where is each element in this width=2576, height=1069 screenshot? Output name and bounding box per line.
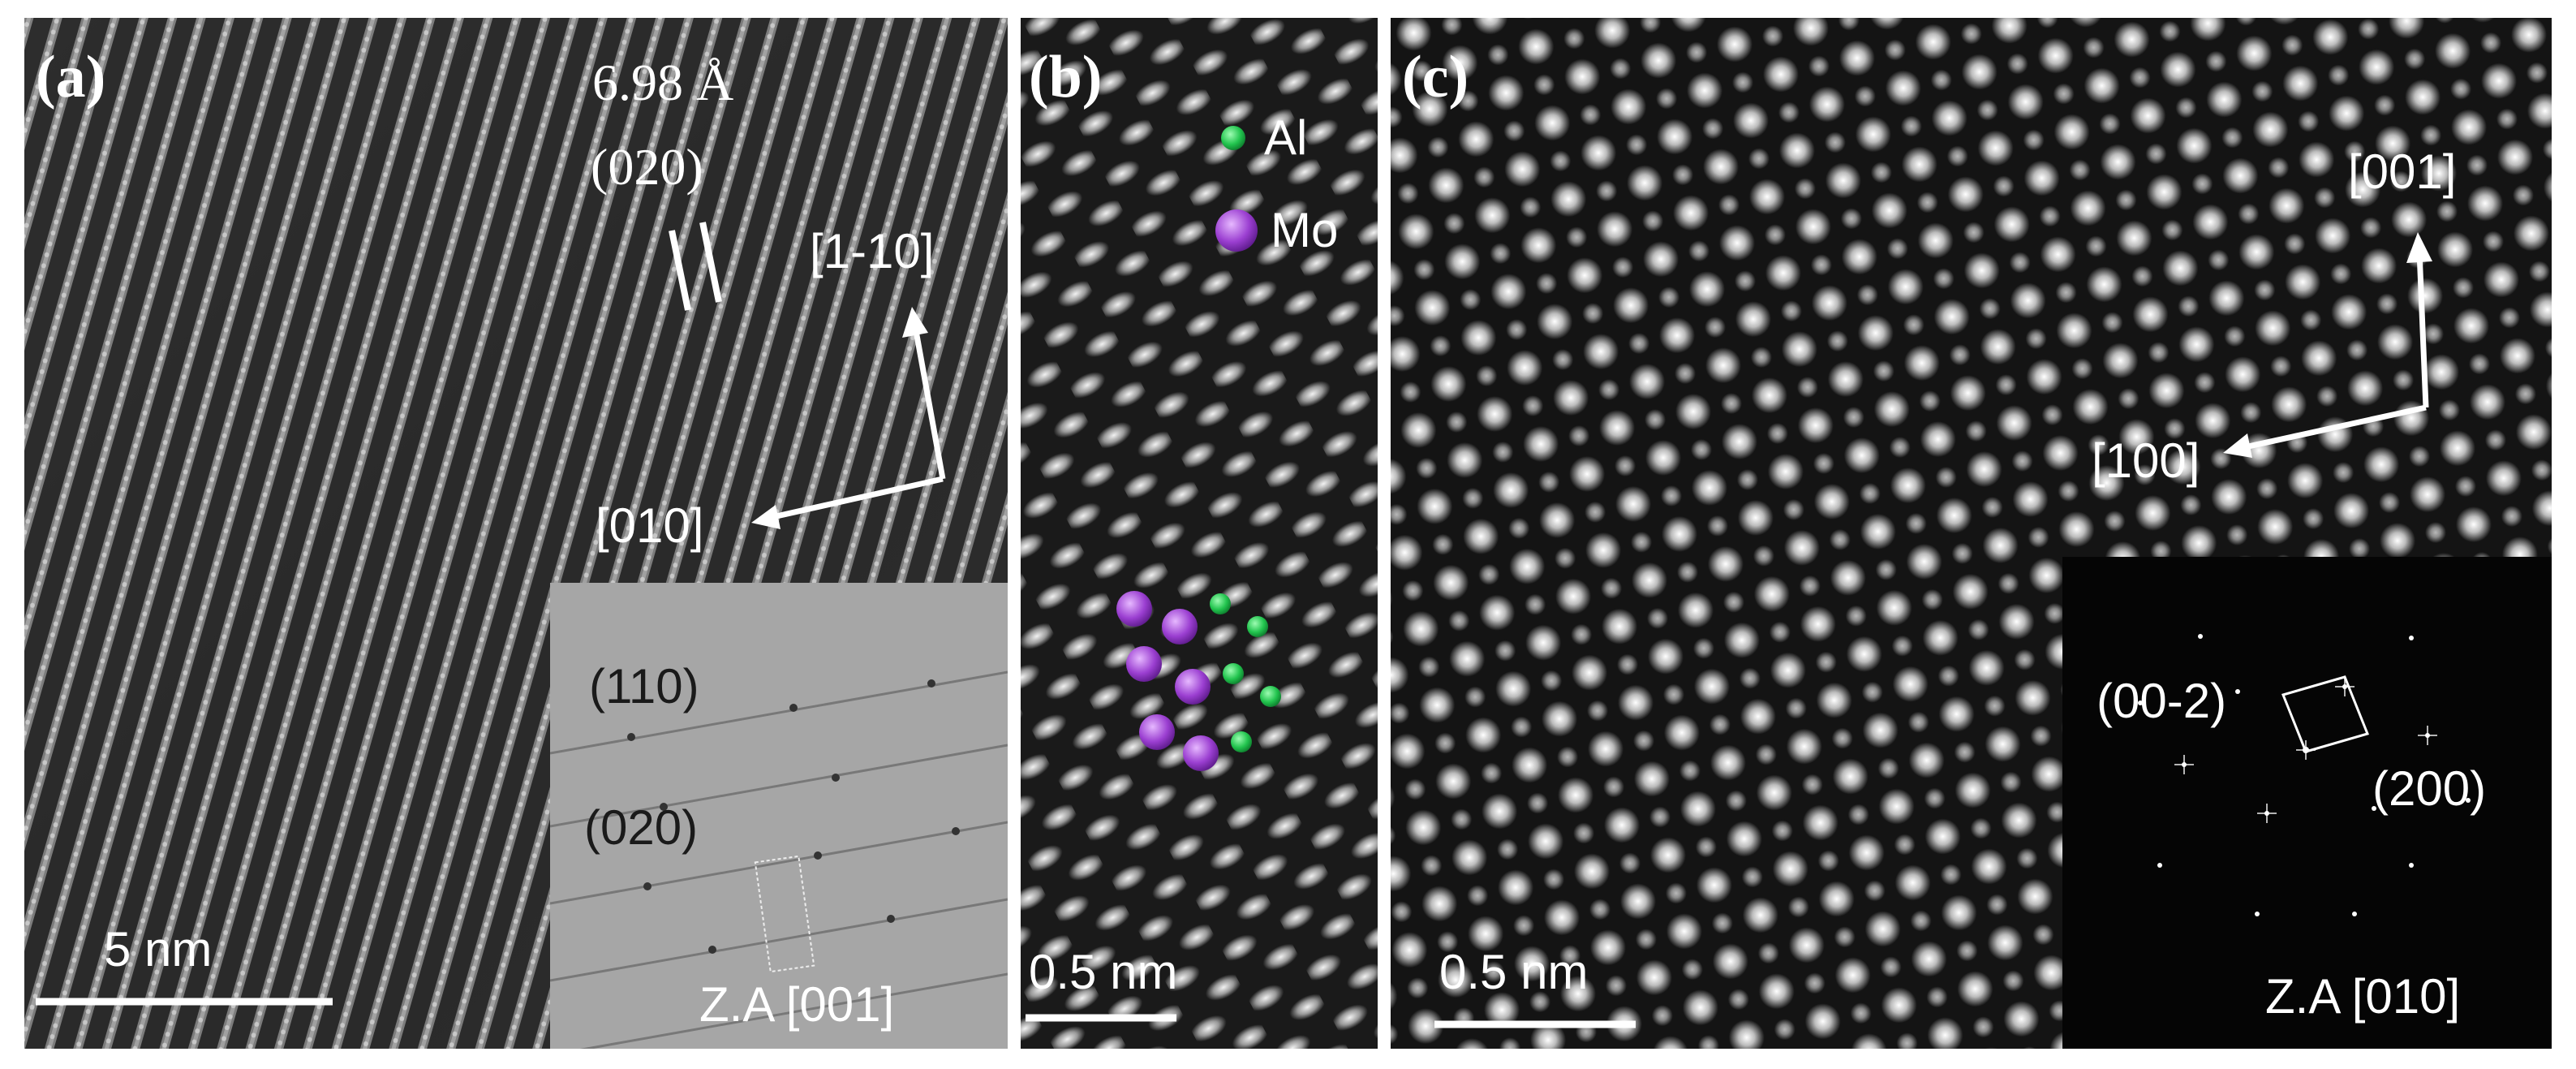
atomic-resolution-image xyxy=(1021,18,1378,1049)
diffraction-spot-label: (020) xyxy=(584,800,699,855)
lattice-fringe-image xyxy=(24,18,1008,1049)
fft-spot-label: (200) xyxy=(2372,761,2487,816)
legend-al-label: Al xyxy=(1264,110,1308,165)
direction-label-left: [100] xyxy=(2092,433,2200,488)
fft-pattern xyxy=(2062,557,2552,1049)
direction-label-up: [001] xyxy=(2348,144,2457,199)
fft-spot-label: (00-2) xyxy=(2096,674,2227,728)
diffraction-spot-label: (110) xyxy=(589,659,699,713)
legend-mo-label: Mo xyxy=(1271,203,1339,257)
fft-inset: (00-2) (200) Z.A [010] xyxy=(2062,557,2552,1049)
panel-c-label: (c) xyxy=(1402,44,1469,110)
panel-b-label: (b) xyxy=(1029,44,1103,110)
diffraction-inset: (110) (020) Z.A [001] xyxy=(550,583,1008,1049)
direction-label-left: [010] xyxy=(596,498,704,553)
zone-axis-label: Z.A [001] xyxy=(699,977,895,1032)
scale-bar-label: 0.5 nm xyxy=(1029,945,1178,999)
panel-b: (b) Al Mo 0.5 nm xyxy=(1021,18,1378,1049)
direction-label-up: [1-10] xyxy=(810,224,935,278)
panel-a-label: (a) xyxy=(36,44,106,110)
reciprocal-cell-box xyxy=(2281,675,2370,753)
lattice-plane-label: (020) xyxy=(591,138,703,196)
unit-cell-box xyxy=(754,855,815,973)
zone-axis-label: Z.A [010] xyxy=(2265,969,2461,1024)
lattice-spacing-label: 6.98 Å xyxy=(592,54,734,111)
scale-bar-label: 5 nm xyxy=(104,922,213,976)
diffraction-pattern xyxy=(550,583,1008,1049)
panel-c: (c) [001] [100] 0.5 nm xyxy=(1391,18,2552,1049)
panel-a: (a) 6.98 Å (020) [1-10] [010] 5 nm xyxy=(24,18,1008,1049)
scale-bar-label: 0.5 nm xyxy=(1439,945,1589,999)
